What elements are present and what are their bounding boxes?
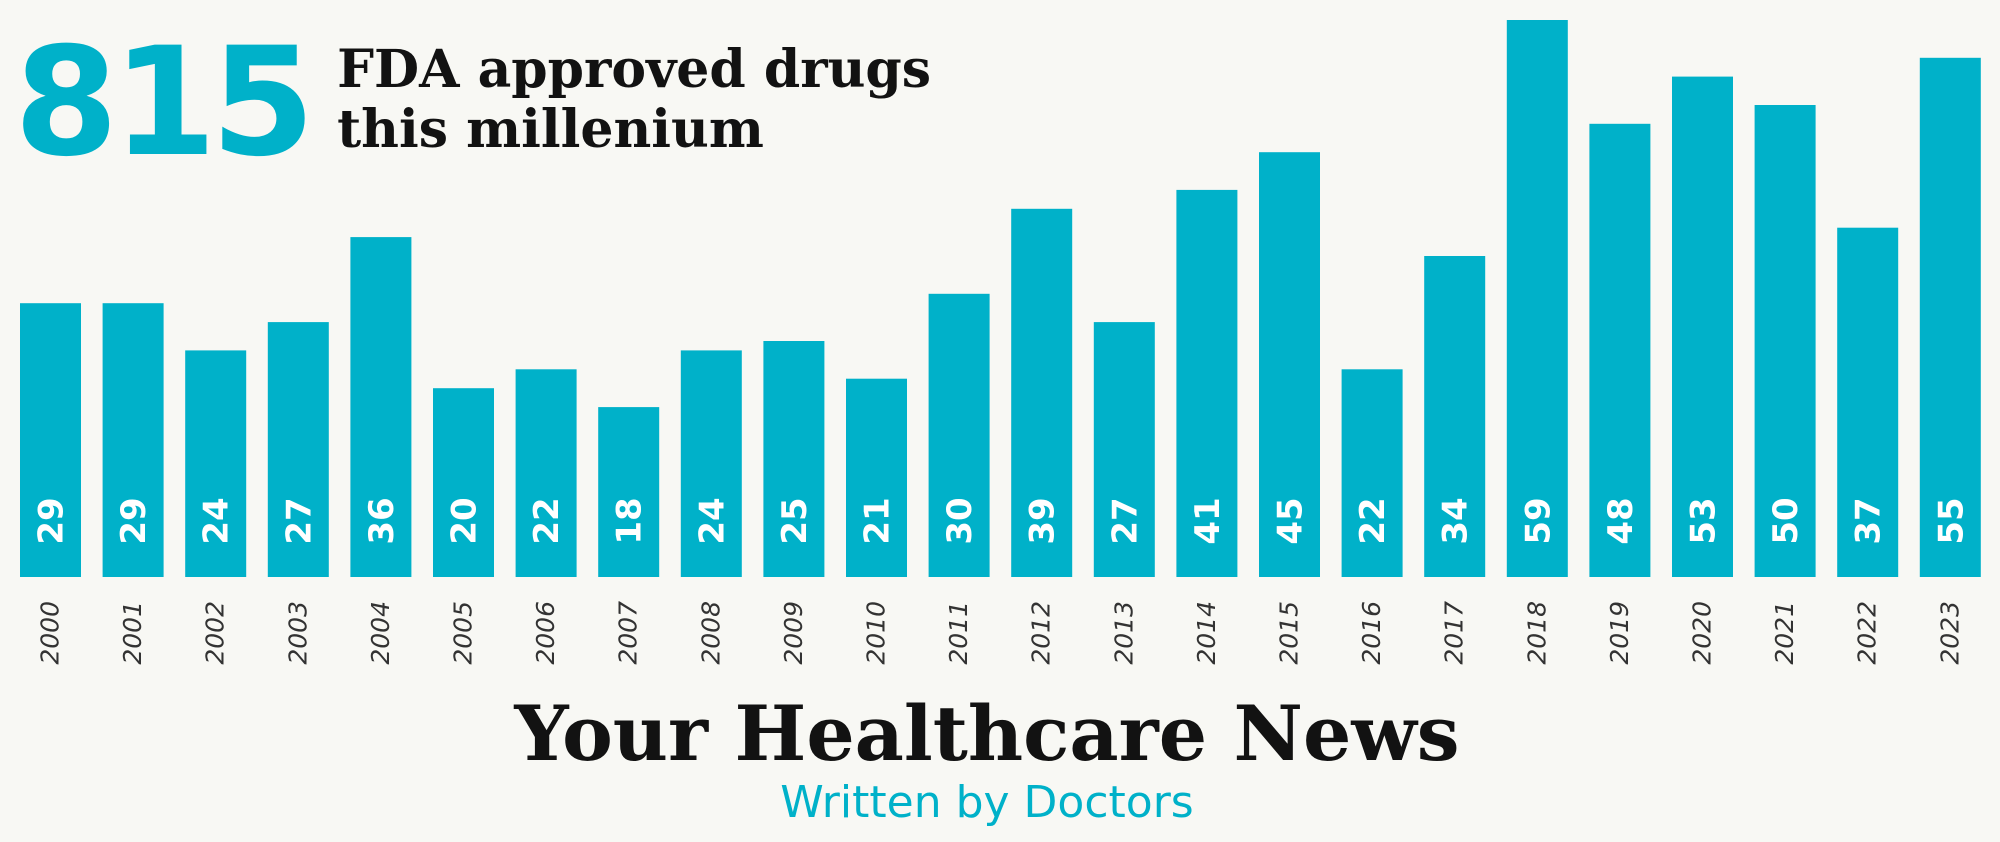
bar-value-label-2019: 48	[1601, 497, 1641, 544]
bar-value-label-2004: 36	[362, 497, 402, 544]
headline-caption: FDA approved drugs this millenium	[337, 40, 931, 160]
x-tick-label-2003: 2003	[283, 601, 312, 665]
x-tick-label-2021: 2021	[1770, 601, 1799, 665]
x-tick-label-2004: 2004	[366, 601, 395, 665]
bar-value-label-2005: 20	[445, 497, 485, 544]
bar-2008	[680, 350, 742, 577]
bar-2011	[928, 293, 990, 577]
x-tick-label-2013: 2013	[1109, 601, 1138, 665]
bar-value-label-2022: 37	[1849, 497, 1889, 544]
bar-2014	[1176, 189, 1238, 577]
bar-2022	[1837, 227, 1899, 577]
bar-2006	[515, 369, 577, 577]
x-tick-label-2016: 2016	[1357, 601, 1386, 665]
bar-2001	[102, 303, 164, 577]
bar-2016	[1341, 369, 1403, 577]
bar-2000	[20, 303, 81, 577]
bar-value-label-2010: 21	[858, 497, 898, 544]
x-tick-label-2022: 2022	[1853, 601, 1882, 665]
bar-value-label-2003: 27	[279, 497, 319, 544]
total-approvals: 815	[14, 16, 315, 190]
x-tick-label-2019: 2019	[1605, 601, 1634, 665]
bar-value-label-2017: 34	[1436, 497, 1476, 544]
approvals-bar-chart: 29 2000 29 2001 24 2002 27 2003 36 2004 20 2005 22 20…	[20, 20, 1981, 665]
bar-2015	[1259, 152, 1320, 577]
bar-2019	[1589, 123, 1651, 578]
bar-value-label-2002: 24	[197, 497, 237, 544]
headline-line-1: FDA approved drugs	[337, 39, 932, 100]
bar-value-label-2014: 41	[1188, 497, 1228, 544]
x-tick-label-2005: 2005	[449, 601, 478, 665]
headline-line-2: this millenium	[337, 99, 764, 160]
bar-2017	[1424, 256, 1486, 577]
x-tick-label-2008: 2008	[696, 601, 725, 665]
x-tick-label-2018: 2018	[1522, 601, 1551, 665]
x-tick-label-2015: 2015	[1275, 601, 1304, 665]
bar-value-label-2009: 25	[775, 497, 815, 544]
bar-2018	[1506, 20, 1568, 577]
bar-value-label-2007: 18	[610, 497, 650, 544]
x-tick-label-2006: 2006	[531, 601, 560, 665]
x-tick-label-2007: 2007	[614, 601, 643, 665]
bar-2003	[267, 322, 329, 577]
x-tick-label-2001: 2001	[118, 601, 147, 665]
bar-value-label-2011: 30	[940, 497, 980, 544]
bar-value-label-2015: 45	[1271, 497, 1311, 544]
bar-2009	[763, 341, 825, 577]
bar-2021	[1754, 105, 1816, 577]
brand-tagline: Written by Doctors	[780, 777, 1194, 828]
x-tick-label-2000: 2000	[36, 601, 65, 665]
x-tick-label-2002: 2002	[201, 601, 230, 665]
bar-2013	[1093, 322, 1155, 577]
bar-value-label-2016: 22	[1353, 497, 1393, 544]
x-tick-label-2011: 2011	[944, 601, 973, 665]
bar-2012	[1011, 208, 1073, 578]
bar-2010	[846, 378, 907, 577]
headline: 815 FDA approved drugs this millenium	[14, 28, 931, 178]
bar-2020	[1672, 76, 1733, 577]
bar-value-label-2021: 50	[1766, 497, 1806, 544]
bar-value-label-2000: 29	[32, 497, 72, 544]
bar-value-label-2012: 39	[1023, 497, 1063, 544]
x-tick-label-2009: 2009	[779, 601, 808, 665]
bar-2007	[598, 407, 660, 577]
brand-title: Your Healthcare News	[514, 689, 1460, 778]
bar-2004	[350, 237, 412, 577]
bar-value-label-2023: 55	[1931, 497, 1971, 544]
x-tick-label-2012: 2012	[1027, 601, 1056, 665]
bar-value-label-2001: 29	[114, 497, 154, 544]
bar-2023	[1919, 57, 1981, 578]
bar-value-label-2020: 53	[1684, 497, 1724, 544]
x-tick-label-2020: 2020	[1688, 601, 1717, 665]
bar-value-label-2018: 59	[1518, 497, 1558, 544]
bar-2002	[185, 350, 247, 577]
bar-value-label-2008: 24	[692, 497, 732, 544]
x-tick-label-2010: 2010	[862, 601, 891, 665]
bar-value-label-2006: 22	[527, 497, 567, 544]
x-tick-label-2023: 2023	[1935, 601, 1964, 665]
x-tick-label-2014: 2014	[1192, 601, 1221, 665]
bar-value-label-2013: 27	[1105, 497, 1145, 544]
x-tick-label-2017: 2017	[1440, 601, 1469, 665]
bar-2005	[433, 388, 494, 577]
